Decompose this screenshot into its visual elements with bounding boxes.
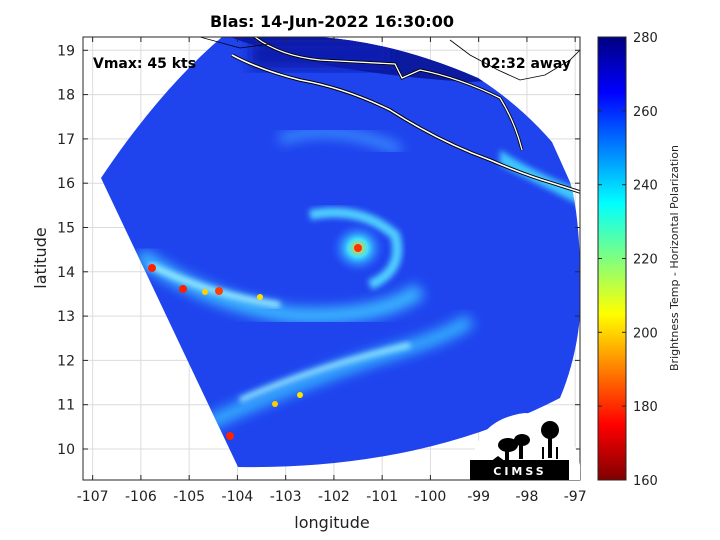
vmax-label: Vmax: 45 kts bbox=[93, 56, 196, 72]
x-tick-label: -102 bbox=[318, 489, 350, 505]
y-tick-label: 19 bbox=[57, 43, 75, 59]
colorbar-label: Brightness Temp - Horizontal Polarizatio… bbox=[668, 145, 681, 371]
colorbar-tick-label: 280 bbox=[633, 31, 658, 46]
coastline bbox=[199, 37, 580, 194]
colorbar-tick-label: 260 bbox=[633, 105, 658, 120]
x-tick-label: -98 bbox=[515, 489, 538, 505]
time-away-label: 02:32 away bbox=[481, 56, 571, 72]
colorbar-tick-label: 220 bbox=[633, 253, 658, 268]
x-tick-label: -101 bbox=[366, 489, 398, 505]
colorbar-tick-label: 160 bbox=[633, 474, 658, 489]
chart-title: Blas: 14-Jun-2022 16:30:00 bbox=[210, 12, 454, 31]
y-tick-labels: 10 11 12 13 14 15 16 17 18 19 bbox=[57, 43, 75, 458]
y-tick-label: 13 bbox=[57, 309, 75, 325]
cimss-logo-text: CIMSS bbox=[493, 465, 546, 478]
y-axis-label: latitude bbox=[31, 227, 50, 288]
y-tick-label: 17 bbox=[57, 132, 75, 148]
colorbar-scale bbox=[597, 36, 627, 481]
x-tick-label: -100 bbox=[415, 489, 447, 505]
x-tick-label: -107 bbox=[77, 489, 109, 505]
y-tick-label: 10 bbox=[57, 442, 75, 458]
cimss-logo: CIMSS bbox=[470, 413, 580, 480]
y-tick-label: 18 bbox=[57, 88, 75, 104]
colorbar-tick-label: 180 bbox=[633, 400, 658, 415]
y-tick-label: 14 bbox=[57, 265, 75, 281]
colorbar: 280 260 240 220 200 180 160 Brightness Temp - … bbox=[597, 31, 681, 489]
x-tick-label: -104 bbox=[222, 489, 254, 505]
x-tick-label: -97 bbox=[564, 489, 587, 505]
colorbar-ticks: 280 260 240 220 200 180 160 bbox=[598, 31, 658, 489]
x-tick-label: -103 bbox=[270, 489, 302, 505]
axes-frame bbox=[82, 36, 581, 481]
x-tick-label: -99 bbox=[467, 489, 490, 505]
y-tick-label: 11 bbox=[57, 398, 75, 414]
x-tick-label: -106 bbox=[125, 489, 157, 505]
colorbar-tick-label: 200 bbox=[633, 326, 658, 341]
y-tick-label: 15 bbox=[57, 220, 75, 236]
x-tick-label: -105 bbox=[173, 489, 205, 505]
y-tick-label: 16 bbox=[57, 176, 75, 192]
x-axis-label: longitude bbox=[294, 513, 369, 532]
x-tick-labels: -107 -106 -105 -104 -103 -102 -101 -100 -99 -98 -9… bbox=[77, 489, 587, 505]
y-tick-label: 12 bbox=[57, 353, 75, 369]
colorbar-tick-label: 240 bbox=[633, 179, 658, 194]
axis-ticks bbox=[83, 37, 580, 480]
